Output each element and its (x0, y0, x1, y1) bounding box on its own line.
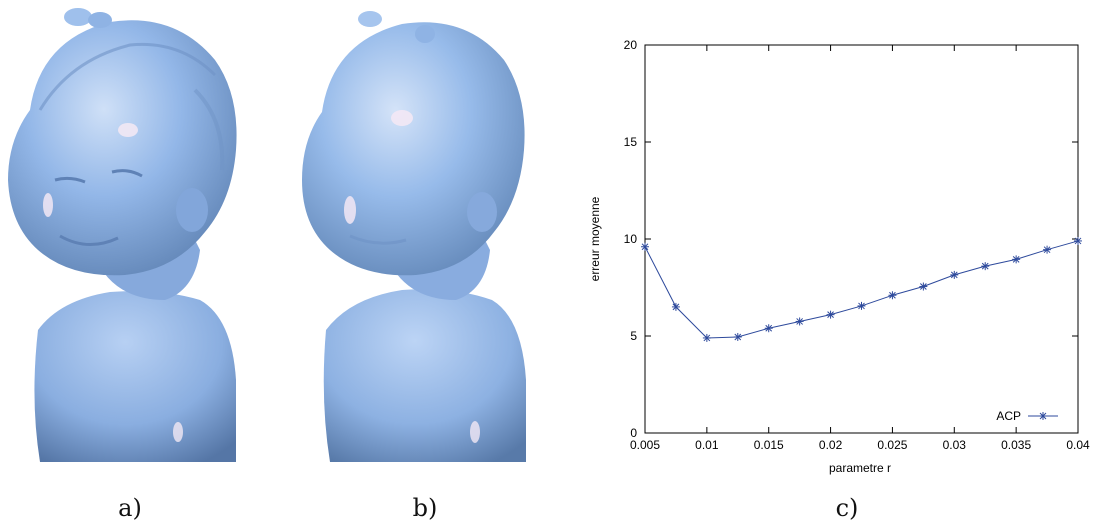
y-axis-label: erreur moyenne (588, 196, 602, 281)
error-chart: 0.005 0.01 0.015 0.02 0.025 0.03 0.035 0.04 0 5 1… (588, 38, 1090, 475)
data-point (641, 242, 649, 251)
x-tick-label: 0.04 (1066, 438, 1090, 452)
data-point (1012, 255, 1021, 264)
bust-a-image (8, 8, 237, 462)
caption-a: a) (118, 494, 142, 522)
bust-b-panel (290, 0, 530, 470)
y-tick-label: 0 (630, 426, 637, 440)
data-point (702, 333, 711, 342)
chart-panel: 0.005 0.01 0.015 0.02 0.025 0.03 0.035 0.04 0 5 1… (578, 0, 1100, 480)
x-tick-label: 0.005 (630, 438, 660, 452)
x-tick-label: 0.03 (943, 438, 967, 452)
x-tick-label: 0.025 (877, 438, 907, 452)
y-tick-label: 10 (624, 232, 638, 246)
y-tick-label: 5 (630, 329, 637, 343)
y-tick-label: 20 (624, 38, 638, 52)
data-point (733, 332, 742, 341)
plot-area (644, 44, 1079, 434)
data-point (1074, 236, 1082, 245)
series-line-acp (644, 240, 1079, 339)
legend-marker (1039, 412, 1047, 420)
x-axis-label: parametre r (829, 461, 891, 475)
caption-c: c) (835, 494, 859, 522)
data-point (1043, 245, 1052, 254)
data-point (919, 282, 928, 291)
data-point (764, 324, 773, 333)
data-point (671, 302, 680, 311)
legend-label: ACP (996, 409, 1021, 423)
data-point (795, 317, 804, 326)
data-point (888, 291, 897, 300)
x-tick-label: 0.02 (819, 438, 843, 452)
bust-b-image (302, 11, 526, 462)
y-tick-label: 15 (624, 135, 638, 149)
x-tick-label: 0.035 (1001, 438, 1031, 452)
data-point (857, 301, 866, 310)
data-point (981, 262, 990, 271)
x-tick-label: 0.015 (754, 438, 784, 452)
x-tick-label: 0.01 (695, 438, 719, 452)
data-point (826, 310, 835, 319)
bust-a-panel (0, 0, 240, 470)
caption-b: b) (412, 494, 438, 522)
data-point (950, 270, 959, 279)
